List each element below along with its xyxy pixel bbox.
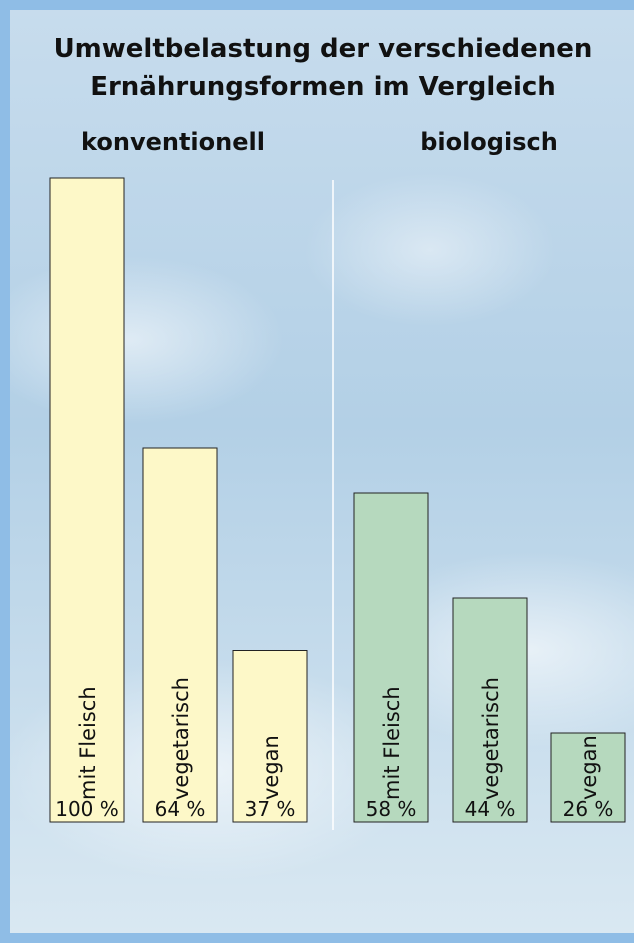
chart-frame: Umweltbelastung der verschiedenen Ernähr…	[0, 0, 634, 943]
category-label: mit Fleisch	[76, 686, 100, 800]
category-label: vegan	[577, 735, 601, 800]
chart: konventionellmit Fleisch100 %vegetarisch…	[0, 0, 634, 943]
category-label: vegetarisch	[479, 677, 503, 800]
group-label: biologisch	[420, 128, 558, 156]
value-label: 26 %	[563, 797, 614, 821]
category-label: vegetarisch	[169, 677, 193, 800]
category-label: mit Fleisch	[380, 686, 404, 800]
value-label: 100 %	[55, 797, 119, 821]
value-label: 44 %	[465, 797, 516, 821]
category-label: vegan	[259, 735, 283, 800]
value-label: 37 %	[245, 797, 296, 821]
value-label: 58 %	[366, 797, 417, 821]
group-label: konventionell	[81, 128, 265, 156]
value-label: 64 %	[155, 797, 206, 821]
